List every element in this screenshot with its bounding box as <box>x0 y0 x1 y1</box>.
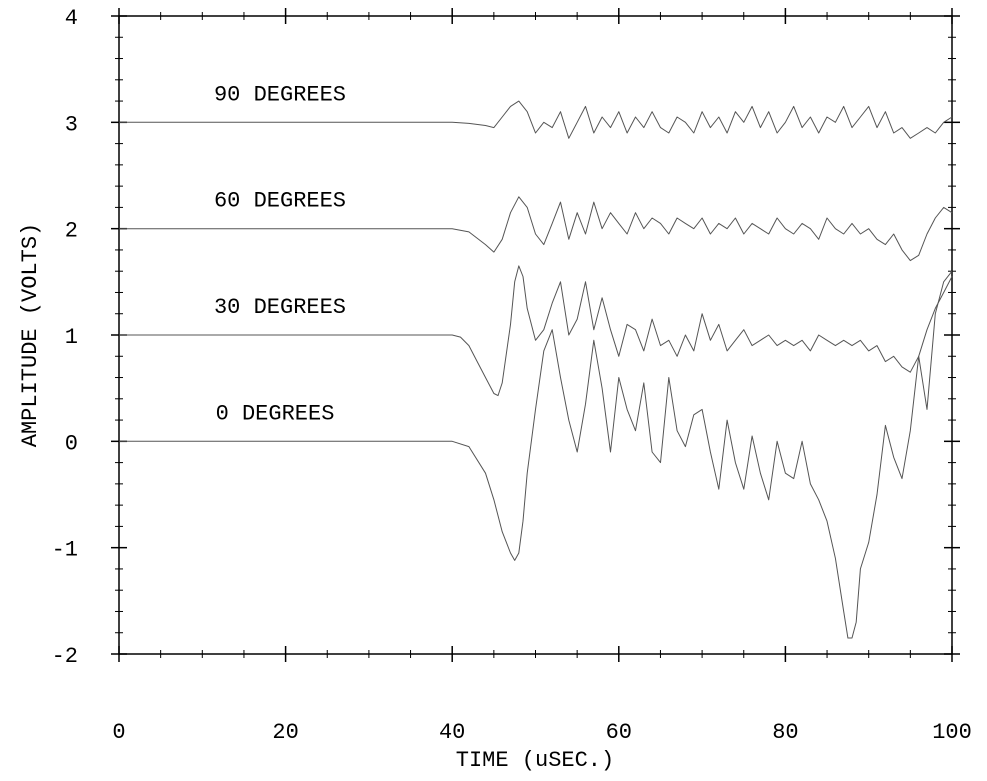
y-axis-title: AMPLITUDE (VOLTS) <box>18 223 43 447</box>
x-tick-label: 40 <box>439 720 465 745</box>
x-axis-title: TIME (uSEC.) <box>456 748 614 773</box>
y-tick-label: 0 <box>65 431 78 456</box>
series-line <box>119 265 953 397</box>
x-tick-label: 0 <box>112 720 125 745</box>
series-label: 90 DEGREES <box>214 82 346 107</box>
series-label: 0 DEGREES <box>216 401 335 426</box>
y-tick-label: -2 <box>52 644 78 669</box>
x-tick-label: 100 <box>932 720 972 745</box>
ticks-layer: 0 20 40 60 80 100 -2 -1 0 1 2 3 4 <box>52 6 972 745</box>
series-line <box>119 100 953 139</box>
y-tick-label: -1 <box>52 538 78 563</box>
y-tick-label: 3 <box>65 112 78 137</box>
labels-layer: 0 DEGREES 30 DEGREES 60 DEGREES 90 DEGREES <box>214 82 346 426</box>
y-tick-label: 4 <box>65 6 78 31</box>
series-label: 30 DEGREES <box>214 295 346 320</box>
y-tick-label: 1 <box>65 325 78 350</box>
x-tick-label: 60 <box>606 720 632 745</box>
y-tick-label: 2 <box>65 219 78 244</box>
x-tick-label: 20 <box>272 720 298 745</box>
series-label: 60 DEGREES <box>214 189 346 214</box>
series-line <box>119 196 953 262</box>
series-layer <box>119 100 953 639</box>
x-tick-label: 80 <box>772 720 798 745</box>
series-line <box>119 270 953 639</box>
